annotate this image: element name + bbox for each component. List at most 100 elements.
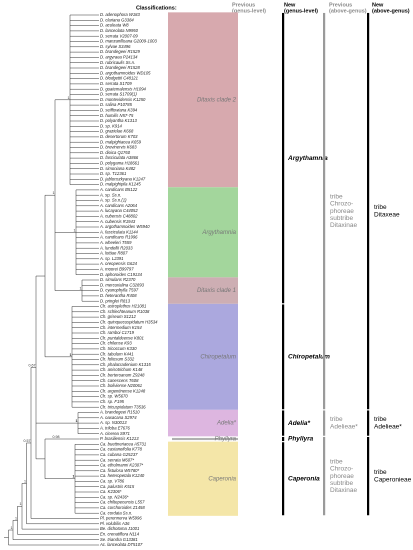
new-above-bar	[367, 12, 370, 410]
support-value: 1	[15, 516, 17, 520]
leaf-label: D. sylvae S3496	[100, 44, 131, 49]
leaf-label: D. rubricaulis Ss.n.	[100, 60, 135, 65]
support-value: 0.57	[24, 439, 31, 443]
leaf-label: A. lucayana C44052	[99, 208, 138, 213]
leaf-label: D. polygama H18661	[100, 161, 139, 166]
leaf-label: A. lundellii R2033	[99, 245, 133, 250]
leaf-label: A. sp. Ss.n.(1)	[99, 198, 127, 203]
leaf-label: Ca. buettneriacea A5731	[100, 441, 146, 446]
new-above-label: Adelieae*	[374, 423, 402, 430]
previous-above-label: subtribe	[330, 215, 354, 222]
previous-above-label: Ditaxinae	[330, 222, 357, 229]
leaf-label: D. clariana G3384	[100, 17, 134, 22]
previous-genus-label: Caperonia	[208, 476, 236, 482]
leaf-label: D. blodgettii C48121	[100, 76, 138, 81]
leaf-label: Ca. sp. V786	[100, 479, 125, 484]
previous-above-label: Chrozo-	[330, 201, 353, 208]
support-value: 1	[11, 526, 13, 530]
support-value: 1	[73, 475, 75, 479]
previous-above-bar	[323, 436, 326, 516]
clade-box	[168, 277, 238, 304]
leaf-label: Ch. boliviense N20061	[100, 383, 142, 388]
leaf-label: D. malpighiacea K659	[100, 139, 142, 144]
leaf-label: Ch. tricuspidatum T3536	[100, 404, 146, 409]
clade-box	[172, 437, 238, 441]
clade-box	[168, 303, 238, 410]
previous-above-bar	[323, 410, 326, 436]
support-value: 1	[76, 419, 78, 423]
leaf-label: A. candicans R1996	[99, 235, 138, 240]
previous-above-label: phoreae	[330, 208, 354, 215]
leaf-label: A. sp. L2391	[99, 256, 124, 261]
leaf-label: A. candicans A2064	[99, 203, 138, 208]
outgroup-label: Se. triandra G13381	[100, 537, 138, 542]
leaf-label: D. malpighipila K1245	[100, 182, 141, 187]
header-new-above: (above-genus)	[372, 8, 410, 14]
new-above-bar	[367, 410, 370, 436]
support-value: 1	[68, 96, 70, 100]
leaf-label: Ch. tricoccum K330	[100, 346, 137, 351]
leaf-label: A. oreopensis G624	[99, 261, 138, 266]
leaf-label: D. fasciculata A3866	[100, 155, 139, 160]
leaf-label: D. aculeata W8	[100, 23, 129, 28]
leaf-label: A. wheeleri T559	[99, 240, 132, 245]
clade-box	[168, 441, 238, 516]
outgroup-label: En. crenatiflora N114	[100, 532, 140, 537]
leaf-label: D. manzanilloana G2009-1003	[100, 39, 157, 44]
new-above-label: tribe	[374, 204, 387, 211]
previous-above-label: subtribe	[330, 480, 354, 487]
leaf-label: A. sp. N30013	[99, 420, 127, 425]
support-value: 0.98	[53, 435, 60, 439]
header-new-genus: (genus-level)	[284, 8, 318, 14]
outgroup-label: Pl. volubilis A36	[100, 521, 130, 526]
previous-genus-label: Chiropetalum	[200, 354, 236, 360]
support-value: 1	[53, 191, 55, 195]
leaf-label: Ca. corchoroides Z1458	[100, 505, 145, 510]
leaf-label: D. pringlei R813	[100, 298, 131, 303]
leaf-label: Ca. serrata M607*	[100, 457, 134, 462]
leaf-label: D. serrata S1709	[100, 81, 132, 86]
leaf-label: A. moorei B99797	[99, 267, 134, 272]
leaf-label: A. triloba E7676	[99, 426, 130, 431]
leaf-label: A. oaxacana S2974	[99, 415, 137, 420]
support-value: 1	[80, 287, 82, 291]
leaf-label: Ca. sp. N2436*	[100, 494, 129, 499]
leaf-label: D. serrata S1709(1)	[100, 92, 137, 97]
leaf-label: A. cubensis C48802	[99, 214, 138, 219]
support-value: 0.67	[29, 363, 36, 367]
leaf-label: D. sp. K914	[100, 123, 123, 128]
leaf-label: D. lanceolata N9950	[100, 28, 139, 33]
header-previous-genus: (genus-level)	[232, 8, 266, 14]
previous-above-label: Ditaxinae	[330, 487, 357, 494]
support-value: 1	[20, 502, 22, 506]
leaf-label: A. brandegeei R1510	[99, 410, 140, 415]
leaf-label: D. brandegeei R1528	[100, 65, 140, 70]
new-genus-label: Caperonia	[288, 475, 320, 482]
leaf-label: Ca. ethulmanni K2307*	[100, 463, 143, 468]
outgroup-label: Ac. lanceolata DT5107	[99, 542, 143, 547]
previous-above-label: Chrozo-	[330, 466, 353, 473]
clade-box	[168, 12, 238, 188]
leaf-label: P. brasiliensis K1213	[100, 436, 139, 441]
leaf-label: Ch. griseum S1212	[100, 314, 137, 319]
previous-genus-label: Argythamnia	[201, 230, 236, 236]
new-above-label: Ditaxeae	[374, 211, 400, 218]
previous-genus-label: Adelia*	[216, 421, 237, 427]
leaf-label: D. argothamnoides WD105	[100, 70, 151, 75]
leaf-label: D. guatemalensis H1094	[100, 86, 147, 91]
leaf-label: Ch. foliosum S332	[100, 357, 135, 362]
new-above-label: Caperonieae	[374, 476, 412, 483]
previous-genus-label: Ditaxis clade 2	[197, 97, 237, 103]
support-value: 1	[73, 475, 75, 479]
new-genus-label: Adelia*	[287, 420, 311, 427]
outgroup-label: Pl. perennerva W5996	[100, 516, 142, 521]
new-genus-bar	[282, 12, 285, 304]
leaf-label: Ch. puntaldeense K801	[100, 335, 144, 340]
leaf-label: D. sp. T12361	[100, 171, 126, 176]
outgroup-label: Be. dichotoma J1001	[100, 526, 139, 531]
leaf-label: A. cubensis R1943	[99, 219, 136, 224]
leaf-label: D. cyanophylla T597	[100, 288, 139, 293]
leaf-label: D. humilis N57-75	[100, 113, 134, 118]
leaf-label: D. simulans R2370	[100, 277, 136, 282]
